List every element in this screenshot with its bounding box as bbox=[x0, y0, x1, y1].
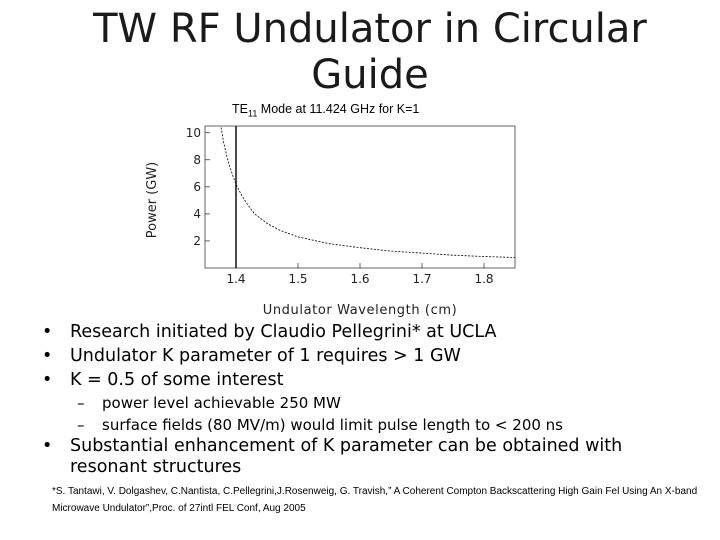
x-axis-label: Undulator Wavelength (cm) bbox=[263, 303, 458, 318]
power-chart-svg: Power (GW) Undulator Wavelength (cm) 1.4… bbox=[145, 125, 516, 318]
chart-marks bbox=[220, 126, 516, 268]
y-tick-label: 2 bbox=[193, 234, 201, 248]
y-tick-label: 8 bbox=[193, 153, 201, 167]
sub-bullet-text: surface fields (80 MV/m) would limit pul… bbox=[102, 416, 563, 434]
sub-bullet-text: power level achievable 250 MW bbox=[102, 394, 341, 412]
bullet-marker: • bbox=[42, 346, 53, 366]
bullet-text: Research initiated by Claudio Pellegrini… bbox=[70, 322, 497, 342]
subtitle-mode: TE bbox=[232, 102, 248, 116]
power-chart: Power (GW) Undulator Wavelength (cm) 1.4… bbox=[140, 118, 540, 318]
chart-subtitle: TE11 Mode at 11.424 GHz for K=1 bbox=[232, 102, 419, 119]
y-tick-label: 6 bbox=[193, 180, 201, 194]
bullet-item: • K = 0.5 of some interest – power level a… bbox=[42, 368, 702, 436]
axis-ticks: 1.4 1.5 1.6 1.7 1.8 2 4 6 8 10 bbox=[186, 126, 494, 286]
bullet-item: • Substantial enhancement of K parameter … bbox=[42, 436, 702, 478]
y-tick-label: 4 bbox=[193, 207, 201, 221]
bullet-item: • Undulator K parameter of 1 requires > 1… bbox=[42, 344, 702, 368]
subtitle-rest: Mode at 11.424 GHz for K=1 bbox=[257, 102, 420, 116]
sub-bullet-marker: – bbox=[77, 416, 85, 434]
x-tick-label: 1.6 bbox=[350, 272, 369, 286]
x-tick-label: 1.5 bbox=[288, 272, 307, 286]
bullet-marker: • bbox=[42, 322, 53, 342]
subtitle-mode-index: 11 bbox=[247, 108, 258, 119]
power-curve bbox=[220, 127, 516, 258]
sub-bullet-marker: – bbox=[77, 394, 85, 412]
sub-bullet-item: – surface fields (80 MV/m) would limit pu… bbox=[42, 414, 674, 436]
bullet-item: • Research initiated by Claudio Pellegrin… bbox=[42, 320, 702, 344]
sub-bullet-list: – power level achievable 250 MW – surface … bbox=[70, 392, 702, 436]
x-tick-label: 1.4 bbox=[226, 272, 245, 286]
bullet-marker: • bbox=[42, 436, 53, 456]
bullet-marker: • bbox=[42, 370, 53, 390]
bullet-text: Substantial enhancement of K parameter c… bbox=[70, 436, 623, 477]
bullet-list: • Research initiated by Claudio Pellegrin… bbox=[42, 320, 702, 478]
reference-footnote: *S. Tantawi, V. Dolgashev, C.Nantista, C… bbox=[52, 486, 698, 514]
x-tick-label: 1.8 bbox=[474, 272, 493, 286]
sub-bullet-item: – power level achievable 250 MW bbox=[42, 392, 674, 414]
plot-frame bbox=[204, 125, 516, 269]
y-axis-label: Power (GW) bbox=[145, 162, 160, 239]
y-tick-label: 10 bbox=[186, 126, 201, 140]
x-tick-label: 1.7 bbox=[412, 272, 431, 286]
bullet-text: Undulator K parameter of 1 requires > 1 … bbox=[70, 346, 461, 366]
slide-title: TW RF Undulator in Circular Guide bbox=[93, 6, 647, 98]
bullet-text: K = 0.5 of some interest bbox=[70, 370, 284, 390]
